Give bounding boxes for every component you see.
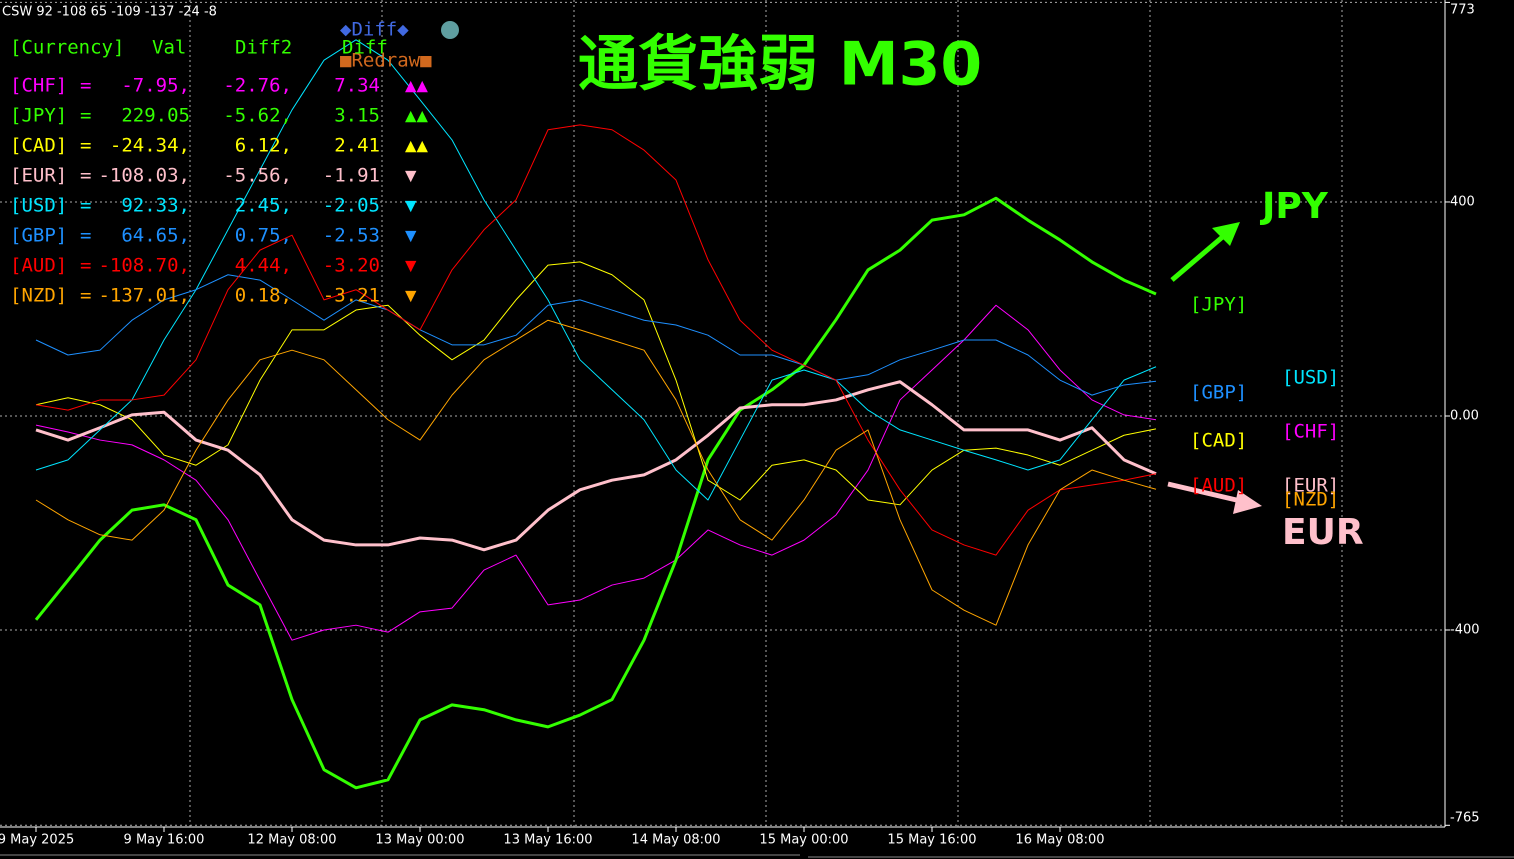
row-diff: 2.41 xyxy=(334,135,380,157)
up-arrow-head xyxy=(1212,222,1240,246)
row-signal: ▲▲ xyxy=(405,75,428,97)
table-header: Diff2 xyxy=(235,37,292,59)
diff-indicator[interactable] xyxy=(441,21,459,39)
row-val: 229.05 xyxy=(121,105,190,127)
row-name: [AUD] xyxy=(10,255,67,277)
legend-label: [CAD] xyxy=(1190,430,1247,452)
overlay: CSW 92 -108 65 -109 -137 -24 -8 通貨強弱 M30… xyxy=(0,3,1480,848)
row-diff: -3.21 xyxy=(323,285,380,307)
row-name: [NZD] xyxy=(10,285,67,307)
row-name: [GBP] xyxy=(10,225,67,247)
row-sep: = xyxy=(80,195,91,217)
row-name: [USD] xyxy=(10,195,67,217)
row-diff2: 0.18, xyxy=(235,285,292,307)
row-sep: = xyxy=(80,285,91,307)
x-tick-label: 13 May 16:00 xyxy=(503,833,592,848)
row-diff: -3.20 xyxy=(323,255,380,277)
row-val: 92.33, xyxy=(121,195,190,217)
row-sep: = xyxy=(80,75,91,97)
row-sep: = xyxy=(80,105,91,127)
row-diff: 3.15 xyxy=(334,105,380,127)
row-signal: ▼ xyxy=(405,165,417,187)
legend-label: [JPY] xyxy=(1190,294,1247,316)
row-diff2: 2.45, xyxy=(235,195,292,217)
row-diff: -1.91 xyxy=(323,165,380,187)
row-diff2: -5.56, xyxy=(223,165,292,187)
y-tick-label: 400 xyxy=(1450,194,1475,209)
status-text: CSW 92 -108 65 -109 -137 -24 -8 xyxy=(2,5,217,20)
legend-label: [CHF] xyxy=(1282,421,1339,443)
legend-label: [GBP] xyxy=(1190,382,1247,404)
y-tick-label: -400 xyxy=(1450,623,1480,638)
row-val: -137.01, xyxy=(98,285,190,307)
row-sep: = xyxy=(80,135,91,157)
series-line xyxy=(35,124,1157,556)
y-tick-label: 0.00 xyxy=(1450,408,1479,423)
series-line xyxy=(35,304,1157,641)
row-signal: ▼ xyxy=(405,285,417,307)
row-sep: = xyxy=(80,165,91,187)
down-arrow-head xyxy=(1233,490,1262,514)
row-val: -24.34, xyxy=(110,135,190,157)
row-diff2: 0.75, xyxy=(235,225,292,247)
x-tick-label: 15 May 00:00 xyxy=(759,833,848,848)
table-header: Diff xyxy=(342,37,388,59)
table-header: Val xyxy=(152,37,186,59)
redraw-button[interactable]: ■Redraw■ xyxy=(340,50,432,72)
legend-label: [USD] xyxy=(1282,367,1339,389)
row-signal: ▼ xyxy=(405,225,417,247)
row-name: [JPY] xyxy=(10,105,67,127)
row-val: 64.65, xyxy=(121,225,190,247)
row-name: [CHF] xyxy=(10,75,67,97)
row-signal: ▼ xyxy=(405,195,417,217)
row-signal: ▲▲ xyxy=(405,105,428,127)
row-diff2: -2.76, xyxy=(223,75,292,97)
up-arrow xyxy=(1170,232,1228,282)
series-line xyxy=(34,196,1157,790)
x-tick-label: 16 May 08:00 xyxy=(1015,833,1104,848)
row-diff: 7.34 xyxy=(334,75,380,97)
legend-label: [EUR] xyxy=(1282,475,1339,497)
row-diff: -2.05 xyxy=(323,195,380,217)
row-sep: = xyxy=(80,225,91,247)
diff-button[interactable]: ◆Diff◆ xyxy=(340,19,409,41)
series-line xyxy=(35,380,1157,552)
row-signal: ▲▲ xyxy=(405,135,428,157)
legend-label: [NZD] xyxy=(1282,489,1339,511)
x-tick-label: 12 May 08:00 xyxy=(247,833,336,848)
row-name: [CAD] xyxy=(10,135,67,157)
x-tick-label: 14 May 08:00 xyxy=(631,833,720,848)
row-diff2: 4.44, xyxy=(235,255,292,277)
row-diff2: -5.62, xyxy=(223,105,292,127)
x-tick-label: 9 May 16:00 xyxy=(124,833,205,848)
legend-label: [AUD] xyxy=(1190,475,1247,497)
row-sep: = xyxy=(80,255,91,277)
x-tick-label: 15 May 16:00 xyxy=(887,833,976,848)
down-arrow xyxy=(1167,481,1246,505)
annotation: JPY xyxy=(1259,186,1329,227)
grid xyxy=(0,0,1450,832)
plot xyxy=(34,39,1157,790)
series-line xyxy=(35,39,1157,501)
y-tick-label: -765 xyxy=(1450,811,1480,826)
row-val: -7.95, xyxy=(121,75,190,97)
row-name: [EUR] xyxy=(10,165,67,187)
row-val: -108.70, xyxy=(98,255,190,277)
x-tick-label: 9 May 2025 xyxy=(0,833,74,848)
x-tick-label: 13 May 00:00 xyxy=(375,833,464,848)
row-val: -108.03, xyxy=(98,165,190,187)
series-line xyxy=(35,319,1157,626)
y-tick-label: 773 xyxy=(1450,3,1475,18)
chart-title: 通貨強弱 M30 xyxy=(578,30,982,100)
row-diff2: 6.12, xyxy=(235,135,292,157)
table-header: [Currency] xyxy=(10,37,124,59)
series-line xyxy=(35,274,1157,396)
row-diff: -2.53 xyxy=(323,225,380,247)
row-signal: ▼ xyxy=(405,255,417,277)
annotation: EUR xyxy=(1282,512,1364,553)
